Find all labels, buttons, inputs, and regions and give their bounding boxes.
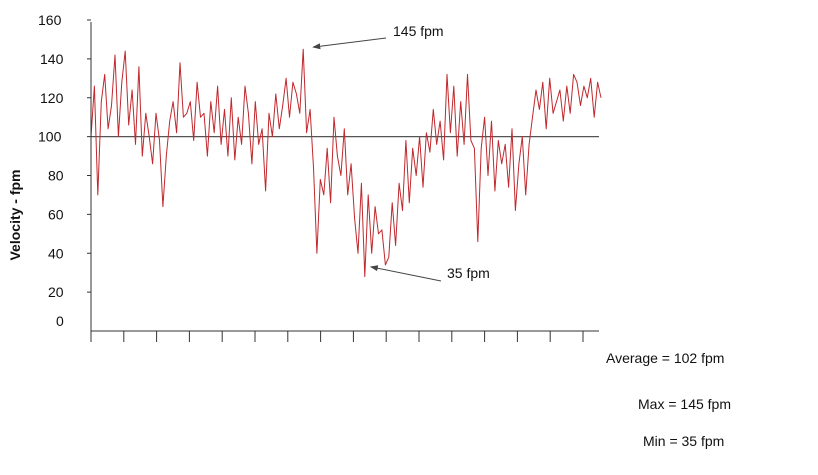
annotation-label: 35 fpm (447, 265, 490, 281)
y-tick-label: 160 (38, 12, 62, 28)
annotation-arrow (369, 265, 442, 282)
y-tick-label: 140 (40, 51, 64, 67)
y-tick-label: 80 (48, 168, 64, 184)
y-tick-label: 60 (48, 206, 64, 222)
annotation-arrow (312, 37, 387, 50)
annotation-label: 145 fpm (393, 23, 444, 39)
velocity-series-line (90, 48, 602, 278)
y-tick-label: 120 (40, 90, 64, 106)
average-stat: Average = 102 fpm (606, 350, 725, 366)
max-stat: Max = 145 fpm (638, 396, 731, 412)
y-tick-label: 0 (56, 313, 64, 329)
y-axis-label: Velocity - fpm (7, 169, 23, 260)
y-tick-label: 100 (38, 129, 62, 145)
min-stat: Min = 35 fpm (643, 433, 725, 449)
y-tick-label: 40 (48, 245, 64, 261)
y-tick-label: 20 (48, 284, 64, 300)
